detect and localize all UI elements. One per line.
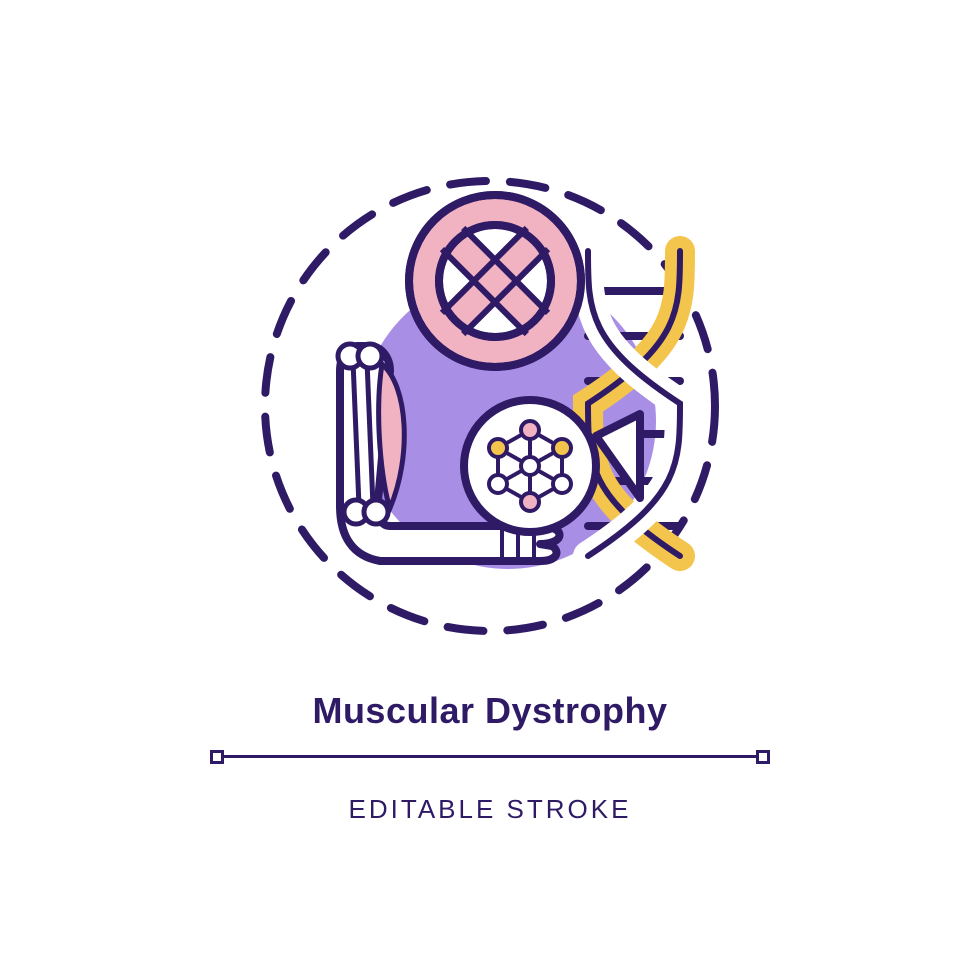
concept-icon (240, 156, 740, 656)
divider-line (224, 755, 756, 758)
divider (210, 750, 770, 764)
prohibit-icon (409, 195, 581, 367)
divider-endcap-left (210, 750, 224, 764)
divider-endcap-right (756, 750, 770, 764)
title: Muscular Dystrophy (312, 690, 667, 732)
subtitle: EDITABLE STROKE (349, 794, 632, 825)
